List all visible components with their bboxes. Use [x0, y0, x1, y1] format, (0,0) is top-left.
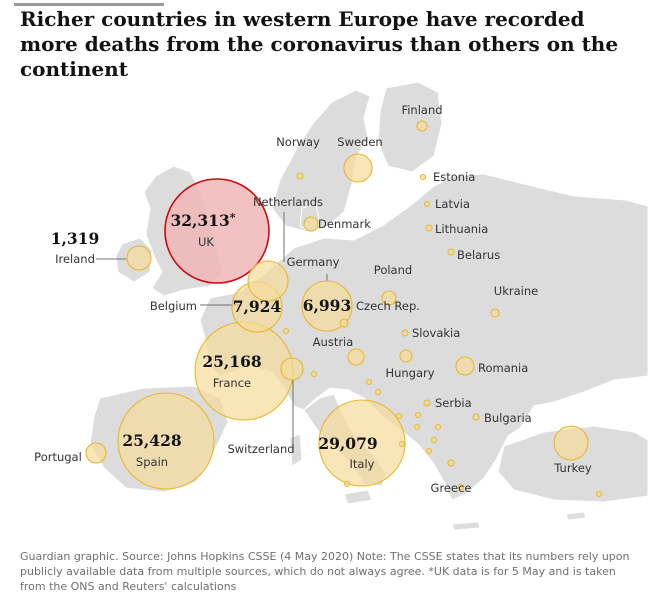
label-romania: Romania: [478, 361, 528, 375]
bubble-hungary: [399, 349, 413, 363]
value-germany: 6,993: [303, 296, 352, 315]
label-estonia: Estonia: [433, 170, 475, 184]
label-belarus: Belarus: [457, 248, 500, 262]
bubble-ireland: [126, 245, 152, 271]
bubble-minor-3: [396, 413, 402, 419]
bubble-italy: [318, 399, 406, 487]
bubble-portugal: [85, 442, 107, 464]
value-france: 25,168: [202, 352, 261, 371]
label-turkey: Turkey: [553, 461, 592, 475]
source-note: Guardian graphic. Source: Johns Hopkins …: [20, 550, 630, 593]
bubble-bulgaria: [472, 413, 480, 421]
label-netherlands: Netherlands: [253, 195, 323, 209]
bubble-minor-13: [375, 389, 381, 395]
bubble-spain: [117, 392, 215, 490]
bubble-minor-2: [366, 379, 372, 385]
bubble-minor-9: [458, 484, 464, 490]
bubble-france: [194, 321, 294, 421]
label-ukraine: Ukraine: [494, 284, 538, 298]
label-finland: Finland: [401, 103, 442, 117]
value-ireland: 1,319: [51, 229, 100, 248]
label-portugal: Portugal: [34, 450, 82, 464]
land-sicily: [343, 489, 373, 505]
label-belgium: Belgium: [150, 299, 197, 313]
bubble-denmark: [303, 216, 319, 232]
label-austria: Austria: [313, 335, 354, 349]
label-lithuania: Lithuania: [435, 222, 488, 236]
value-uk: 32,313*: [170, 211, 235, 230]
labels-layer: 32,313* UK 29,079 Italy 25,428 Spain 25,168 Fra…: [34, 103, 592, 495]
label-czech-rep: Czech Rep.: [356, 299, 420, 313]
label-denmark: Denmark: [318, 217, 371, 231]
bubble-minor-8: [426, 448, 432, 454]
bubble-uk: [164, 178, 270, 284]
label-sweden: Sweden: [337, 135, 382, 149]
bubble-sweden: [343, 153, 373, 183]
label-ireland: Ireland: [55, 252, 95, 266]
chart-title: Richer countries in western Europe have …: [20, 7, 619, 81]
label-poland: Poland: [374, 263, 412, 277]
value-italy: 29,079: [318, 434, 377, 453]
bubble-minor-7: [399, 441, 405, 447]
bubble-ukraine: [490, 308, 500, 318]
label-greece: Greece: [431, 481, 472, 495]
bubble-greece: [447, 459, 455, 467]
bubble-minor-1: [311, 371, 317, 377]
bubble-minor-10: [596, 491, 602, 497]
bubble-germany: [301, 280, 353, 332]
bubble-slovakia: [401, 329, 409, 337]
bubble-finland: [416, 120, 428, 132]
label-slovakia: Slovakia: [412, 326, 460, 340]
land-finland: [377, 81, 443, 173]
label-hungary: Hungary: [385, 366, 434, 380]
value-belgium: 7,924: [233, 297, 282, 316]
bubble-minor-5: [431, 437, 437, 443]
bubble-austria: [347, 348, 365, 366]
bubble-norway: [296, 172, 304, 180]
land-crete: [451, 521, 481, 531]
bubble-minor-11: [344, 481, 350, 487]
label-france: France: [213, 376, 251, 390]
bubble-latvia: [423, 200, 431, 208]
label-italy: Italy: [350, 457, 375, 471]
label-uk: UK: [198, 235, 214, 249]
bubble-netherlands: [247, 260, 289, 302]
land-cyprus: [565, 511, 587, 521]
value-spain: 25,428: [122, 431, 181, 450]
bubble-estonia: [419, 173, 427, 181]
label-norway: Norway: [276, 135, 320, 149]
top-rule: [14, 3, 164, 6]
label-bulgaria: Bulgaria: [484, 411, 532, 425]
bubble-serbia: [423, 399, 431, 407]
bubble-minor-0: [283, 328, 289, 334]
bubble-switzerland: [280, 357, 304, 381]
bubble-czech-rep: [339, 318, 349, 328]
value-suffix-uk: *: [230, 211, 236, 224]
bubble-belarus: [447, 248, 455, 256]
label-serbia: Serbia: [435, 396, 472, 410]
europe-map: 32,313* UK 29,079 Italy 25,428 Spain 25,168 Fra…: [14, 76, 648, 542]
bubble-minor-6: [435, 424, 441, 430]
label-spain: Spain: [136, 455, 168, 469]
label-latvia: Latvia: [435, 197, 470, 211]
land-scandinavia: [271, 89, 371, 233]
bubble-minor-12: [415, 412, 421, 418]
bubble-poland: [381, 290, 397, 306]
bubbles-layer: [85, 120, 602, 497]
label-germany: Germany: [287, 255, 340, 269]
bubble-minor-4: [414, 424, 420, 430]
bubble-turkey: [553, 425, 589, 461]
bubble-lithuania: [425, 224, 433, 232]
label-switzerland: Switzerland: [227, 442, 294, 456]
bubble-romania: [455, 356, 475, 376]
